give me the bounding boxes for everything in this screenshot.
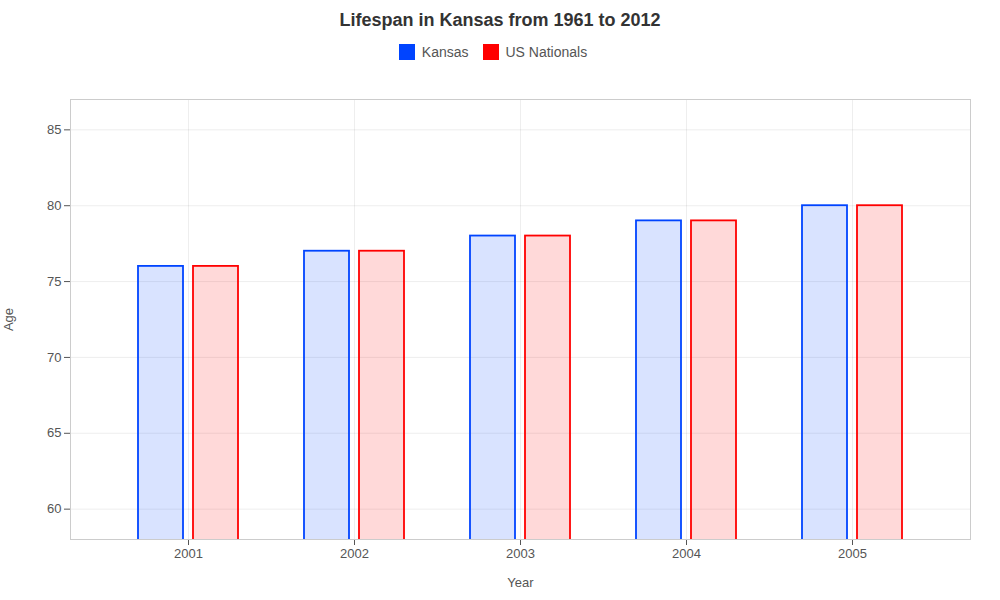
svg-text:80: 80 [47, 198, 61, 213]
svg-text:Year: Year [507, 575, 534, 590]
svg-text:Age: Age [1, 308, 16, 331]
svg-text:2005: 2005 [838, 546, 867, 561]
html-text:Kansas: Kansas [421, 43, 469, 60]
svg-text:85: 85 [47, 122, 61, 137]
svg-text:60: 60 [47, 501, 61, 516]
svg-text:65: 65 [47, 425, 61, 440]
svg-text:75: 75 [47, 274, 61, 289]
svg-text:2001: 2001 [174, 546, 203, 561]
svg-text:2002: 2002 [340, 546, 369, 561]
html-text:Lifespan in Kansas from 1961 t: Lifespan in Kansas from 1961 to 2012 [339, 10, 661, 30]
html-text:US Nationals: US Nationals [505, 43, 588, 60]
svg-text:2004: 2004 [672, 546, 701, 561]
svg-text:70: 70 [47, 350, 61, 365]
svg-text:2003: 2003 [506, 546, 535, 561]
